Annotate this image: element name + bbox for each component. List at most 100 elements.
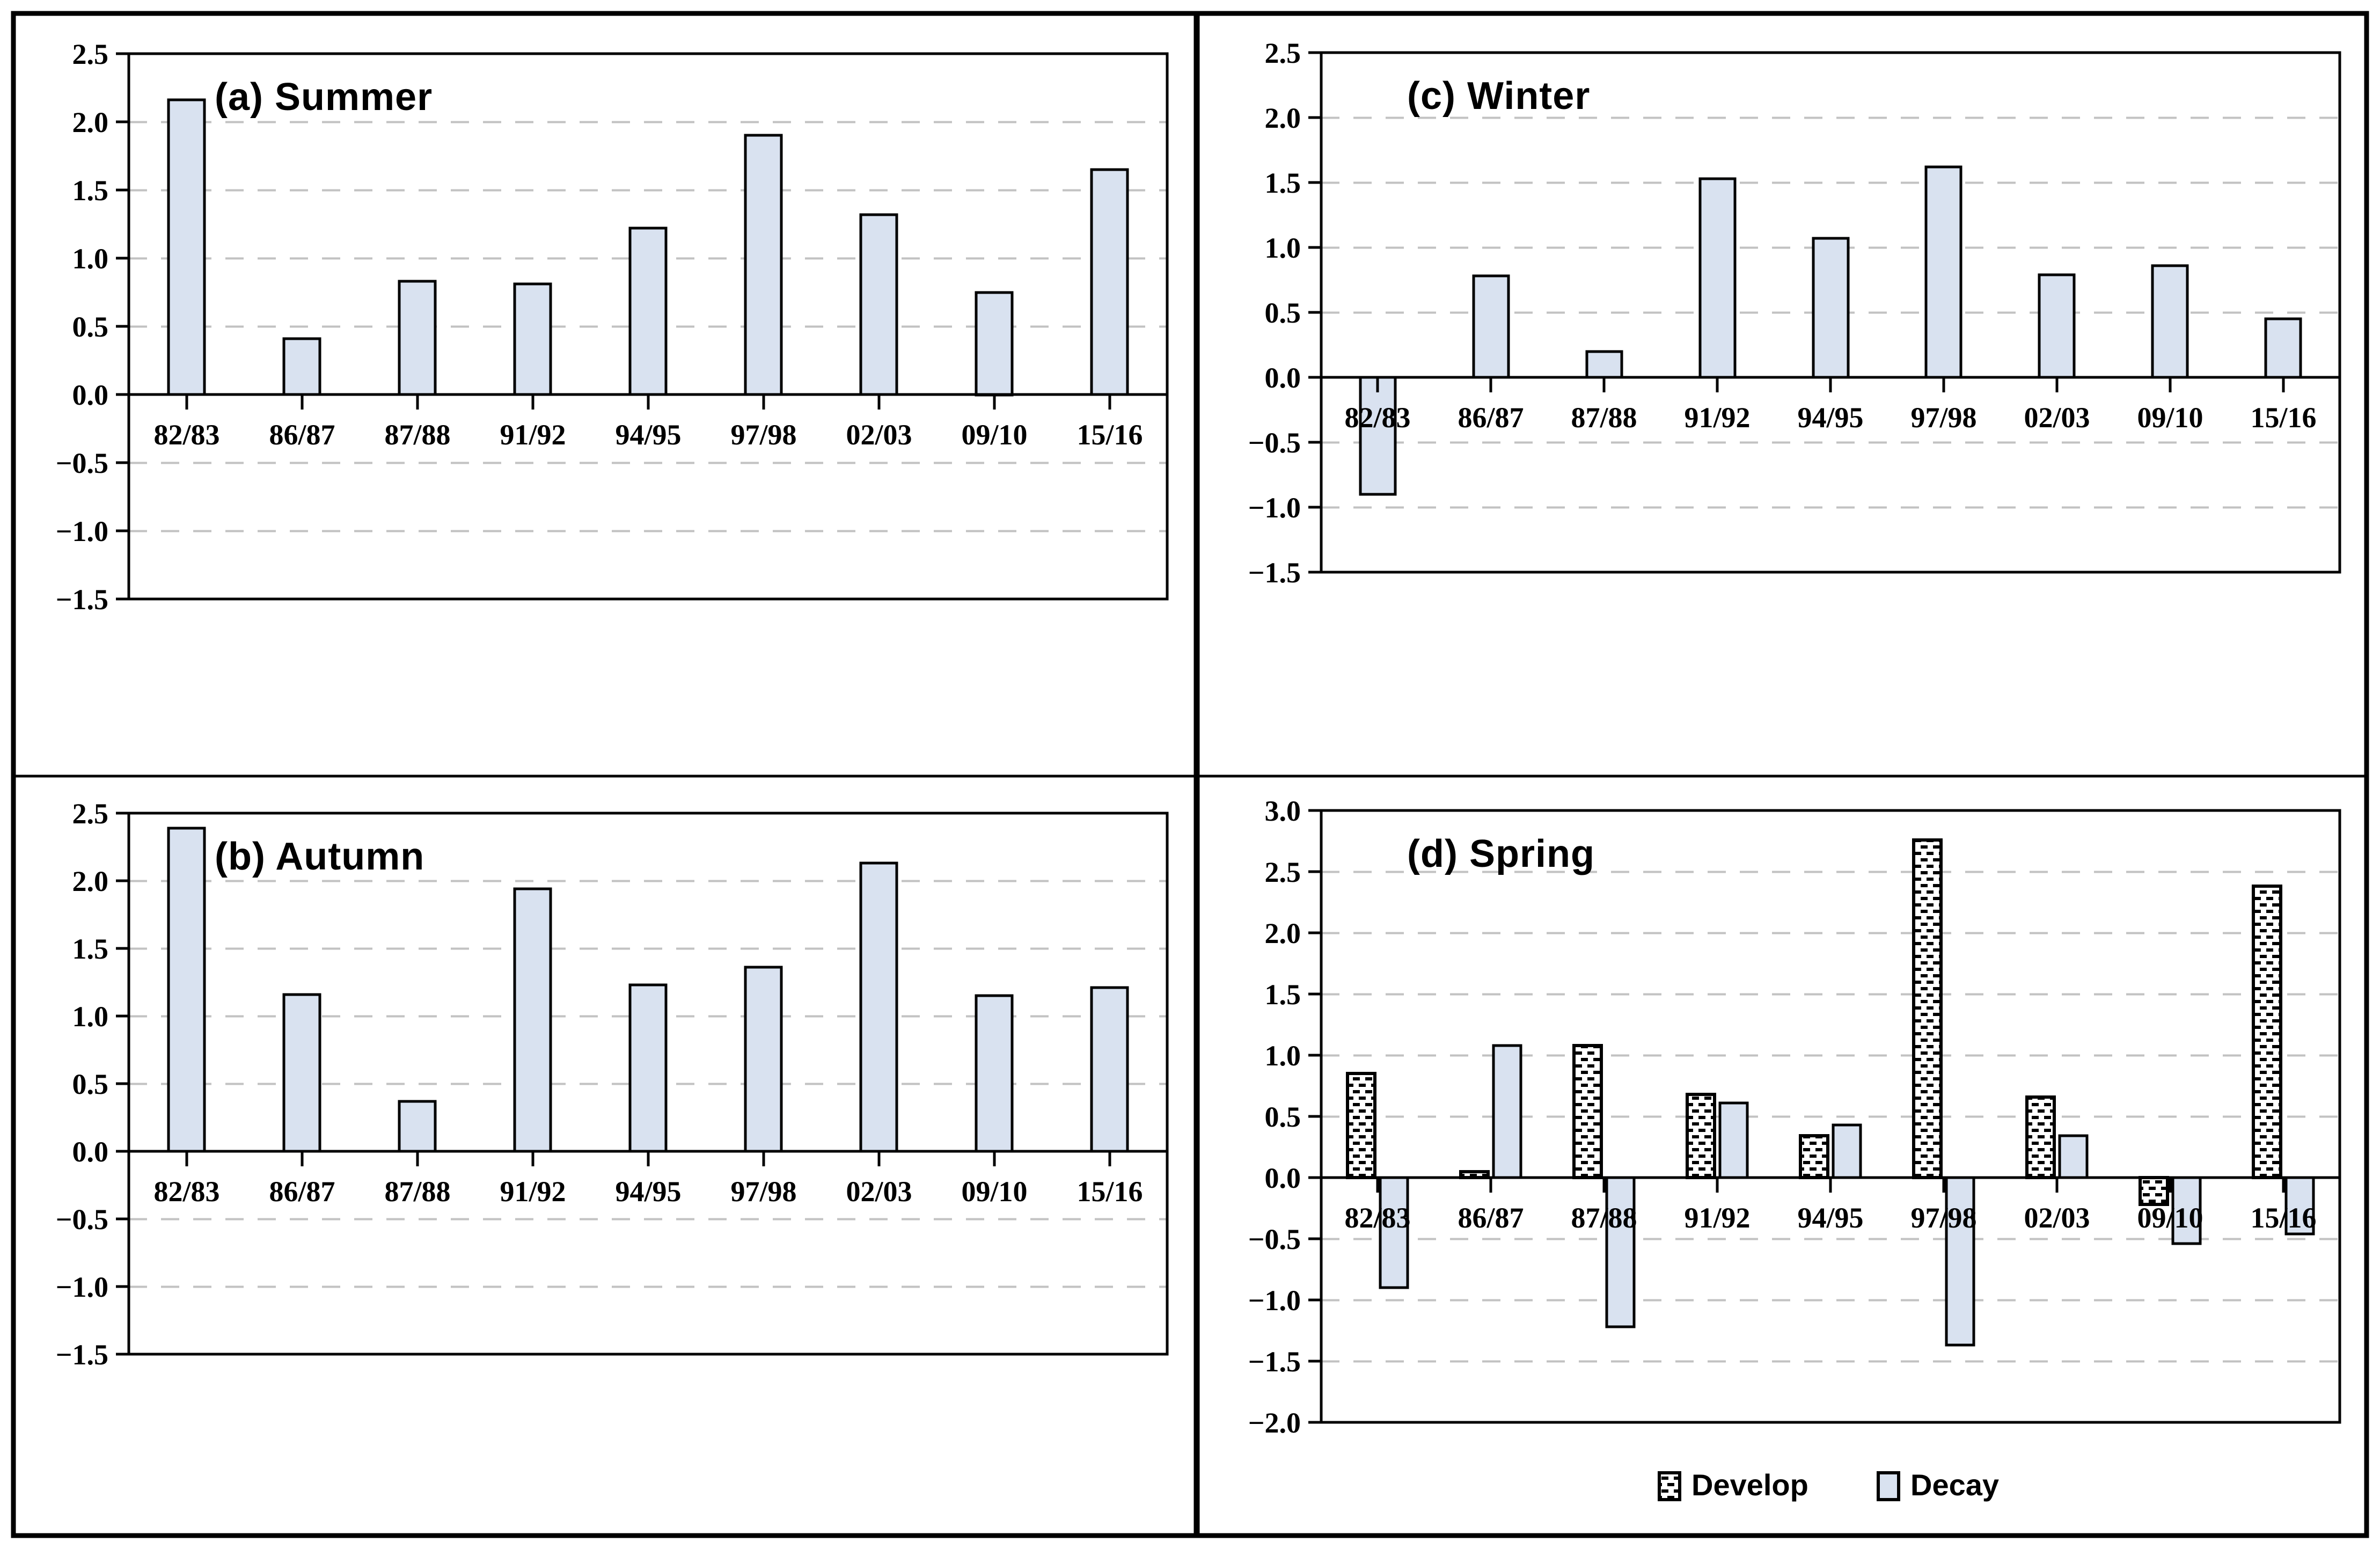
decay-bar-d-91-92 [1718,1101,1749,1179]
bar-c-86-87 [1472,274,1510,379]
y-tick-label: 2.0 [72,106,109,138]
panel-title-d: (d) Spring [1407,832,1595,875]
develop-bar-d-91-92 [1686,1093,1716,1179]
bar-a-94-95 [628,226,668,396]
y-tick-label: 2.0 [1265,102,1301,134]
y-tick-label: 0.0 [1265,362,1301,394]
horizontal-divider [13,774,2367,778]
y-tick-label: −1.0 [1248,1284,1301,1317]
x-category-label-94-95: 94/95 [1797,1202,1863,1234]
x-category-label-09-10: 09/10 [2137,401,2203,434]
x-category-label-02-03: 02/03 [2024,1202,2090,1234]
decay-bar-d-94-95 [1832,1123,1862,1179]
vertical-divider [1193,13,1200,1536]
y-tick-label: 1.0 [1265,1040,1301,1072]
y-tick-label: 2.5 [1265,856,1301,888]
x-category-label-82-83: 82/83 [153,1175,219,1208]
x-category-label-15-16: 15/16 [1077,419,1143,451]
bar-a-91-92 [513,282,552,396]
bars-b [167,827,1129,1153]
bar-a-15-16 [1090,168,1129,396]
y-tick-label: 2.0 [1265,917,1301,949]
bar-c-91-92 [1698,177,1737,379]
bar-b-91-92 [513,887,552,1153]
y-tick-label: −0.5 [1248,427,1301,459]
bar-a-02-03 [859,213,898,396]
bar-a-09-10 [975,291,1014,397]
x-category-label-82-83: 82/83 [153,419,219,451]
decay-bar-d-97-98 [1945,1176,1975,1347]
develop-bar-d-97-98 [1912,838,1943,1179]
y-tick-label: 2.5 [72,38,109,70]
bar-c-94-95 [1812,237,1850,379]
develop-bar-d-82-83 [1346,1072,1376,1179]
decay-bar-d-02-03 [2058,1134,2089,1179]
bar-b-15-16 [1090,986,1129,1153]
bar-b-87-88 [398,1100,437,1153]
x-category-label-91-92: 91/92 [1684,401,1750,434]
x-category-label-82-83: 82/83 [1344,401,1410,434]
x-category-label-87-88: 87/88 [1571,1202,1637,1234]
x-category-label-09-10: 09/10 [961,1175,1027,1208]
develop-bar-d-15-16 [2252,885,2282,1179]
x-category-label-02-03: 02/03 [2024,401,2090,434]
bar-c-09-10 [2151,264,2189,379]
y-tick-label: 1.5 [1265,978,1301,1011]
develop-bar-d-02-03 [2025,1095,2056,1179]
y-tick-label: 0.0 [72,1136,109,1168]
x-category-label-09-10: 09/10 [961,419,1027,451]
y-tick-label: −1.0 [1248,492,1301,524]
x-category-label-94-95: 94/95 [615,419,681,451]
y-tick-label: −1.5 [56,1339,108,1371]
bar-c-15-16 [2264,317,2302,379]
develop-bar-d-87-88 [1572,1044,1603,1179]
bar-a-86-87 [282,337,321,396]
x-category-label-09-10: 09/10 [2137,1202,2203,1234]
y-tick-label: 0.5 [1265,297,1301,329]
plot-border-b [127,812,1169,1356]
x-category-label-86-87: 86/87 [269,419,335,451]
legend-swatch-develop [1658,1471,1681,1501]
y-tick-label: 0.5 [72,311,109,343]
x-category-label-91-92: 91/92 [500,1175,566,1208]
x-category-label-82-83: 82/83 [1344,1202,1410,1234]
x-category-label-91-92: 91/92 [1684,1202,1750,1234]
y-tick-label: 0.5 [72,1068,109,1100]
bar-c-97-98 [1924,165,1962,379]
x-category-label-15-16: 15/16 [2250,1202,2316,1234]
develop-bar-d-94-95 [1799,1134,1829,1179]
x-category-label-97-98: 97/98 [1910,1202,1976,1234]
x-category-label-02-03: 02/03 [846,1175,912,1208]
bar-a-82-83 [167,98,206,396]
x-category-label-94-95: 94/95 [615,1175,681,1208]
x-category-label-97-98: 97/98 [1910,401,1976,434]
panel--a-summer: 2.5 2.0 1.5 1.0 0.5 0.0 −0.5 −1.0 −1.5 82/83 86/87… [56,38,1169,616]
y-tick-label: −1.5 [1248,557,1301,589]
x-category-label-15-16: 15/16 [2250,401,2316,434]
x-category-label-02-03: 02/03 [846,419,912,451]
y-tick-label: −1.0 [56,515,108,547]
plot-border-c [1320,51,2341,574]
bar-c-02-03 [2038,273,2076,379]
x-category-label-87-88: 87/88 [1571,401,1637,434]
bar-c-87-88 [1585,350,1623,379]
plot-border-d [1320,809,2341,1424]
decay-bar-d-87-88 [1605,1176,1636,1328]
bar-b-09-10 [975,994,1014,1153]
y-tick-label: 1.5 [72,933,109,965]
y-tick-label: 2.5 [72,798,109,830]
y-tick-label: −0.5 [56,1203,108,1236]
x-category-label-97-98: 97/98 [730,419,796,451]
x-category-label-87-88: 87/88 [384,419,450,451]
legend-swatch-decay [1877,1471,1900,1501]
panel--c-winter: 2.5 2.0 1.5 1.0 0.5 0.0 −0.5 −1.0 −1.5 82/83 86/87… [1248,37,2341,589]
y-tick-label: −1.0 [56,1271,108,1303]
y-tick-label: −1.5 [1248,1346,1301,1378]
y-tick-label: 1.5 [1265,167,1301,199]
panel-title-a: (a) Summer [215,76,433,119]
legend-label-develop: Develop [1691,1468,1808,1502]
bar-c-82-83 [1359,376,1397,496]
x-category-label-87-88: 87/88 [384,1175,450,1208]
y-tick-label: −2.0 [1248,1407,1301,1439]
